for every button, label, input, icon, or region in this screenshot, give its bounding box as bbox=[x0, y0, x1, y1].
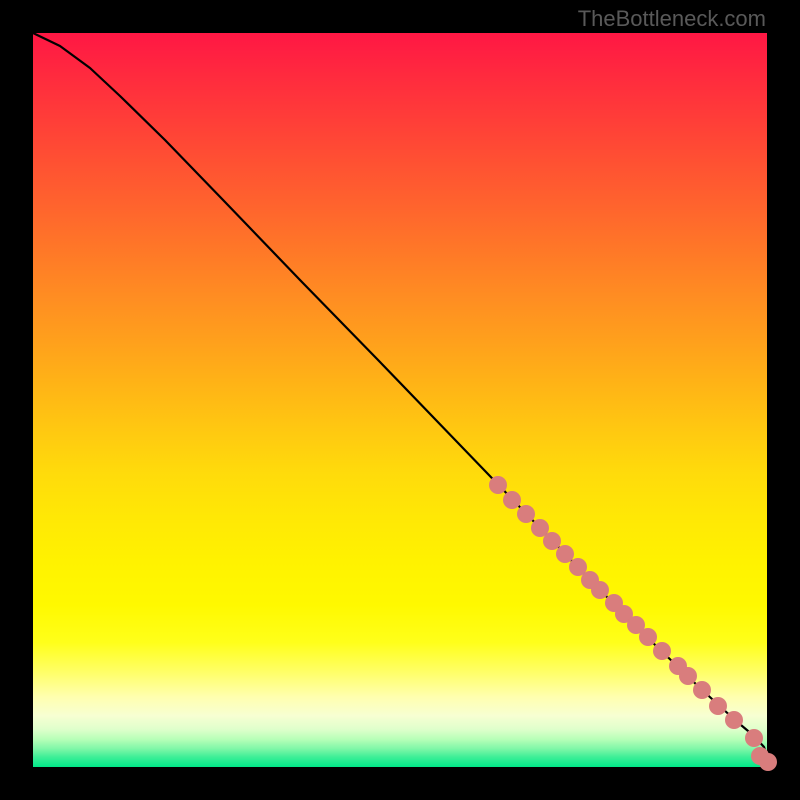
watermark-text: TheBottleneck.com bbox=[578, 6, 766, 32]
canvas: TheBottleneck.com bbox=[0, 0, 800, 800]
plot-area bbox=[33, 33, 767, 767]
